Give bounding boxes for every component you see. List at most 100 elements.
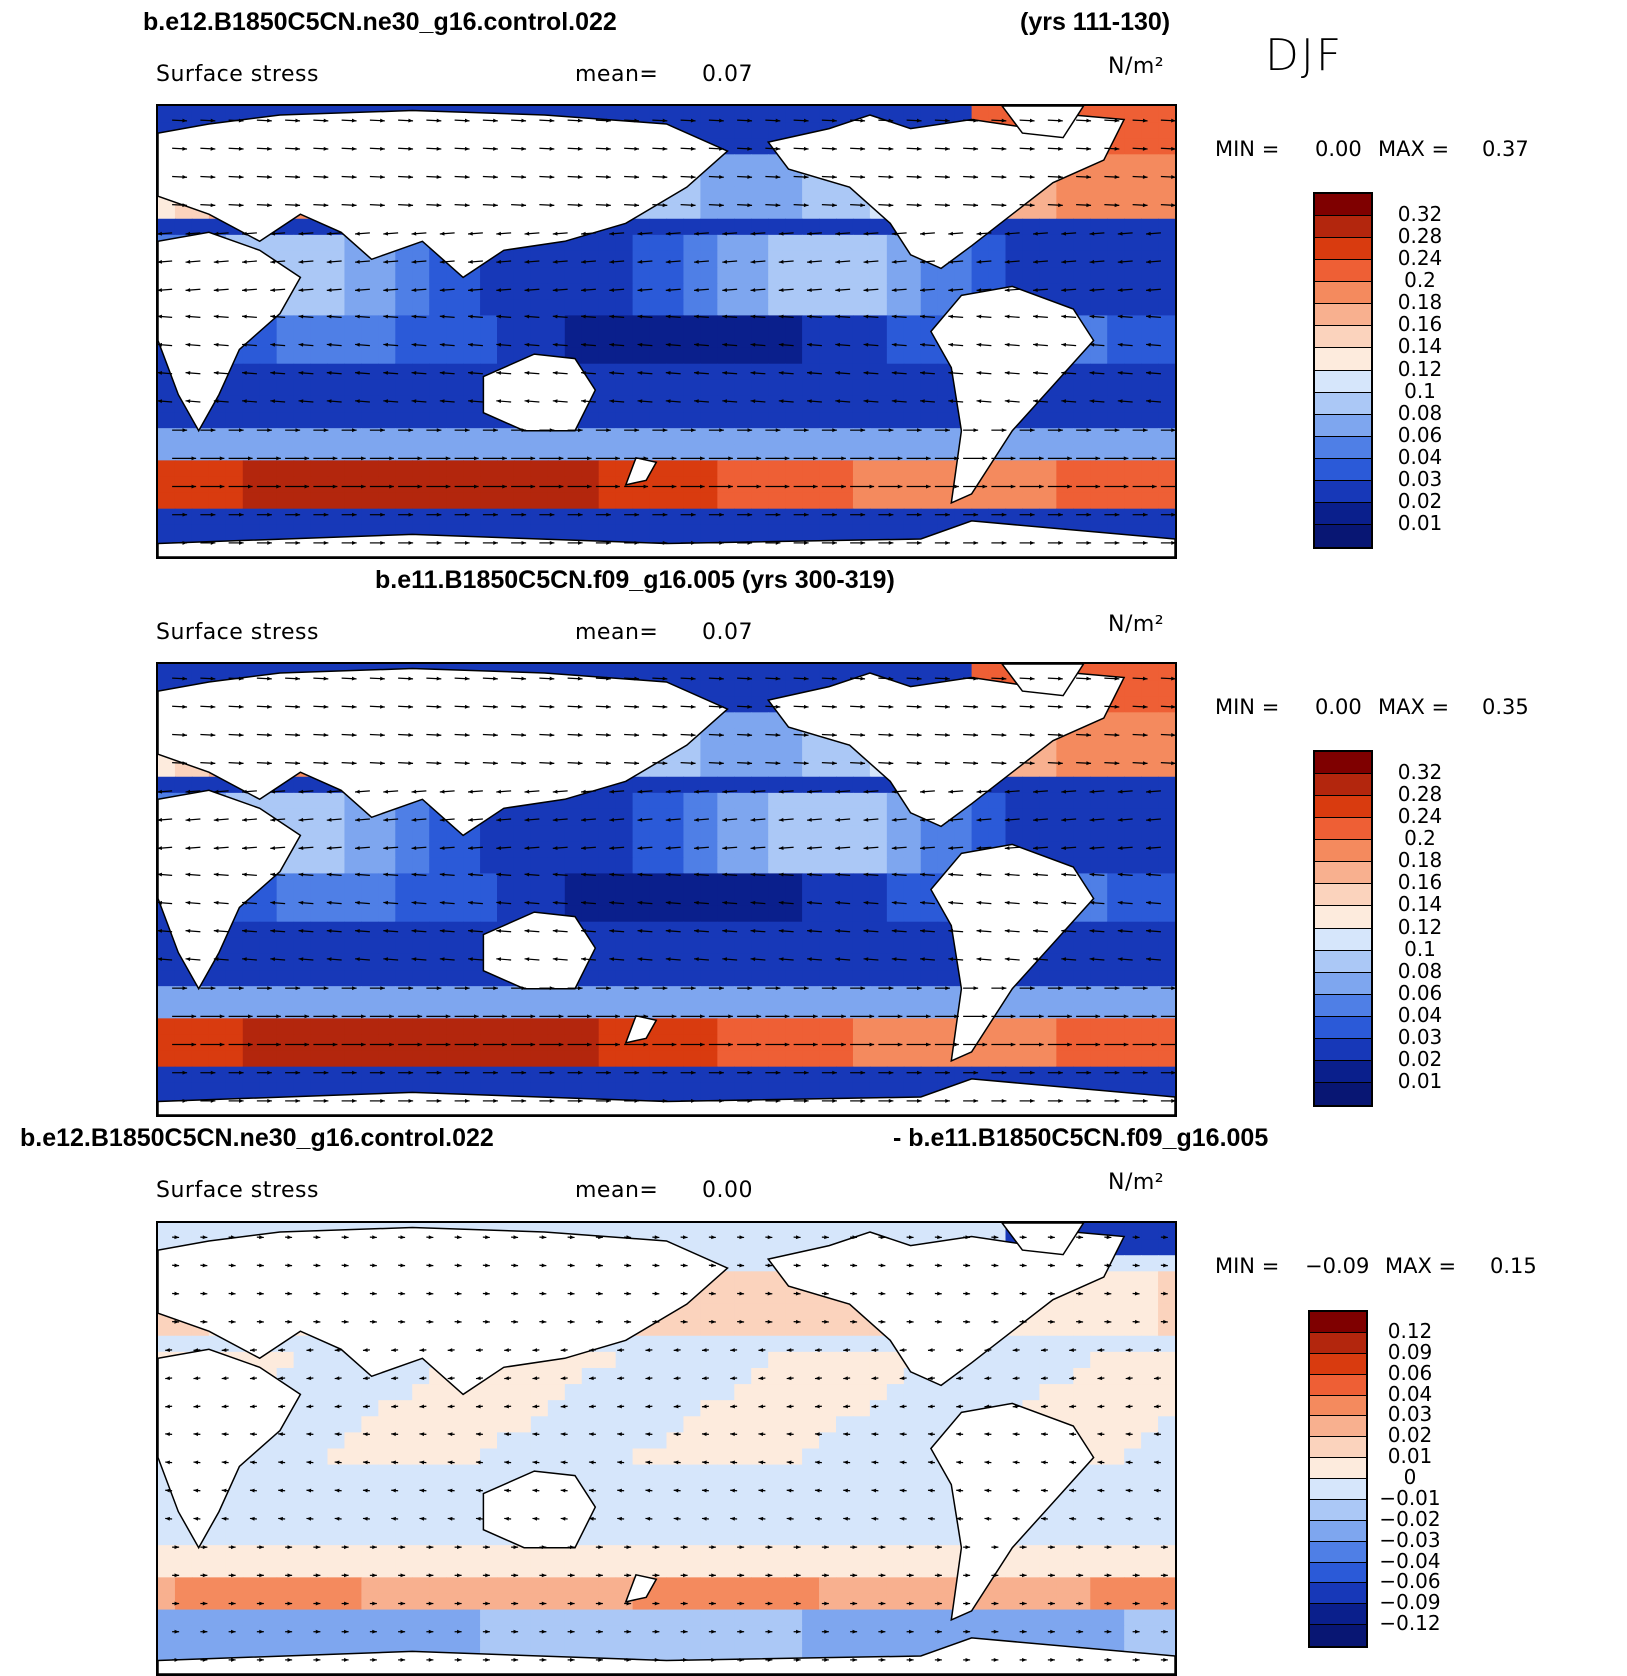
colorbar-swatch <box>1315 840 1371 862</box>
colorbar-swatch <box>1315 951 1371 973</box>
colorbar-tick-label: 0.14 <box>1382 334 1458 358</box>
panel2-max-label: MAX = <box>1378 695 1449 719</box>
panel2-map <box>156 662 1177 1117</box>
colorbar-swatch <box>1315 194 1371 216</box>
colorbar-tick-label: 0.12 <box>1382 357 1458 381</box>
panel3-units: N/m² <box>1108 1170 1164 1195</box>
colorbar-swatch <box>1315 973 1371 995</box>
panel2-max-value: 0.35 <box>1482 695 1529 719</box>
colorbar-swatch <box>1315 906 1371 928</box>
colorbar-tick-label: 0.18 <box>1382 848 1458 872</box>
panel3-colorbar <box>1308 1310 1368 1648</box>
panel2-title: b.e11.B1850C5CN.f09_g16.005 (yrs 300-319… <box>375 566 895 595</box>
panel1-variable-label: Surface stress <box>156 62 319 87</box>
colorbar-tick-label: 0.03 <box>1382 1025 1458 1049</box>
panel3-min-value: −0.09 <box>1305 1254 1369 1278</box>
colorbar-tick-label: 0.02 <box>1382 1047 1458 1071</box>
panel3-max-value: 0.15 <box>1490 1254 1537 1278</box>
colorbar-swatch <box>1315 1017 1371 1039</box>
colorbar-swatch <box>1310 1354 1366 1375</box>
panel3-map <box>156 1221 1177 1676</box>
colorbar-swatch <box>1315 459 1371 481</box>
colorbar-tick-label: 0.1 <box>1382 937 1458 961</box>
panel1-mean-value: 0.07 <box>702 62 753 87</box>
colorbar-tick-label: 0.03 <box>1382 467 1458 491</box>
colorbar-swatch <box>1310 1563 1366 1584</box>
panel1-max-label: MAX = <box>1378 137 1449 161</box>
colorbar-tick-label: 0.14 <box>1382 892 1458 916</box>
colorbar-swatch <box>1315 884 1371 906</box>
colorbar-swatch <box>1315 260 1371 282</box>
colorbar-swatch <box>1310 1542 1366 1563</box>
colorbar-swatch <box>1310 1479 1366 1500</box>
colorbar-tick-label: 0.16 <box>1382 870 1458 894</box>
panel1-min-value: 0.00 <box>1315 137 1362 161</box>
colorbar-swatch <box>1315 238 1371 260</box>
colorbar-tick-label: 0.32 <box>1382 760 1458 784</box>
colorbar-swatch <box>1315 774 1371 796</box>
colorbar-swatch <box>1315 862 1371 884</box>
panel3-title-right: - b.e11.B1850C5CN.f09_g16.005 <box>893 1124 1268 1153</box>
colorbar-swatch <box>1310 1396 1366 1417</box>
panel3-min-label: MIN = <box>1215 1254 1279 1278</box>
colorbar-tick-label: −0.12 <box>1372 1611 1448 1635</box>
colorbar-tick-label: 0.04 <box>1382 1003 1458 1027</box>
panel1-map <box>156 104 1177 559</box>
season-label: DJF <box>1265 30 1343 81</box>
colorbar-swatch <box>1310 1333 1366 1354</box>
panel2-min-value: 0.00 <box>1315 695 1362 719</box>
colorbar-swatch <box>1315 326 1371 348</box>
colorbar-tick-label: 0.32 <box>1382 202 1458 226</box>
colorbar-tick-label: 0.08 <box>1382 401 1458 425</box>
colorbar-tick-label: 0.06 <box>1382 981 1458 1005</box>
colorbar-swatch <box>1315 503 1371 525</box>
colorbar-tick-label: 0.24 <box>1382 246 1458 270</box>
colorbar-swatch <box>1310 1521 1366 1542</box>
colorbar-swatch <box>1315 304 1371 326</box>
colorbar-tick-label: 0.01 <box>1382 511 1458 535</box>
colorbar-tick-label: 0.24 <box>1382 804 1458 828</box>
panel2-colorbar <box>1313 750 1373 1107</box>
colorbar-tick-label: 0.01 <box>1382 1069 1458 1093</box>
panel2-min-label: MIN = <box>1215 695 1279 719</box>
colorbar-swatch <box>1310 1625 1366 1646</box>
map-field <box>158 106 1175 557</box>
map-field <box>158 1223 1175 1674</box>
panel3-mean-label: mean= <box>575 1178 658 1203</box>
colorbar-swatch <box>1315 415 1371 437</box>
panel1-colorbar <box>1313 192 1373 549</box>
panel2-units: N/m² <box>1108 612 1164 637</box>
colorbar-swatch <box>1315 796 1371 818</box>
colorbar-swatch <box>1315 525 1371 547</box>
colorbar-tick-label: 0.1 <box>1382 379 1458 403</box>
colorbar-tick-label: 0.28 <box>1382 224 1458 248</box>
colorbar-swatch <box>1315 437 1371 459</box>
colorbar-swatch <box>1310 1500 1366 1521</box>
map-field <box>158 664 1175 1115</box>
colorbar-swatch <box>1315 818 1371 840</box>
colorbar-swatch <box>1310 1375 1366 1396</box>
colorbar-tick-label: 0.28 <box>1382 782 1458 806</box>
colorbar-swatch <box>1315 393 1371 415</box>
panel1-units: N/m² <box>1108 54 1164 79</box>
colorbar-tick-label: 0.06 <box>1382 423 1458 447</box>
panel1-title-left: b.e12.B1850C5CN.ne30_g16.control.022 <box>143 8 617 37</box>
colorbar-tick-label: 0.16 <box>1382 312 1458 336</box>
colorbar-tick-label: 0.04 <box>1382 445 1458 469</box>
colorbar-swatch <box>1315 1039 1371 1061</box>
colorbar-tick-label: 0.2 <box>1382 826 1458 850</box>
colorbar-swatch <box>1315 752 1371 774</box>
colorbar-swatch <box>1315 371 1371 393</box>
colorbar-swatch <box>1315 348 1371 370</box>
colorbar-swatch <box>1315 995 1371 1017</box>
panel2-variable-label: Surface stress <box>156 620 319 645</box>
colorbar-swatch <box>1315 1061 1371 1083</box>
panel1-min-label: MIN = <box>1215 137 1279 161</box>
panel1-title-right: (yrs 111-130) <box>1020 8 1170 37</box>
colorbar-swatch <box>1310 1458 1366 1479</box>
colorbar-swatch <box>1315 481 1371 503</box>
colorbar-swatch <box>1310 1416 1366 1437</box>
colorbar-tick-label: 0.18 <box>1382 290 1458 314</box>
colorbar-swatch <box>1310 1437 1366 1458</box>
panel1-mean-label: mean= <box>575 62 658 87</box>
